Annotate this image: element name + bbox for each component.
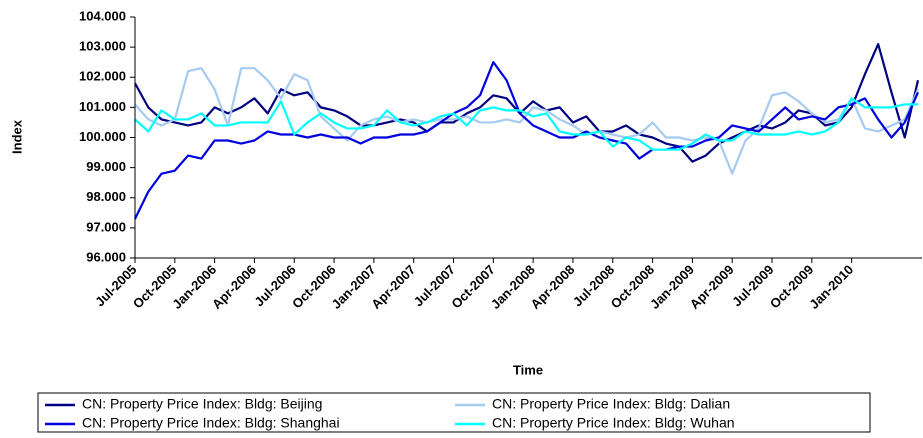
y-tick-label: 97.000 <box>86 219 126 234</box>
legend-box <box>37 392 871 433</box>
y-axis-label: Index <box>9 119 24 154</box>
series-line <box>134 43 920 163</box>
legend-label: CN: Property Price Index: Bldg: Shanghai <box>82 415 340 431</box>
series-line <box>134 61 920 220</box>
legend-label: CN: Property Price Index: Bldg: Dalian <box>492 396 730 412</box>
series-line <box>134 97 918 151</box>
y-tick-label: 98.000 <box>86 189 126 204</box>
x-axis-label: Time <box>513 362 543 377</box>
y-tick-label: 96.000 <box>86 249 126 264</box>
series-line <box>134 67 920 175</box>
y-tick-label: 100.000 <box>79 129 126 144</box>
y-tick-label: 103.000 <box>79 39 126 54</box>
y-tick-label: 99.000 <box>86 159 126 174</box>
legend-label: CN: Property Price Index: Bldg: Beijing <box>82 396 322 412</box>
y-tick-label: 101.000 <box>79 99 126 114</box>
legend-label: CN: Property Price Index: Bldg: Wuhan <box>492 415 735 431</box>
y-tick-label: 102.000 <box>79 69 126 84</box>
y-tick-label: 104.000 <box>79 8 126 23</box>
